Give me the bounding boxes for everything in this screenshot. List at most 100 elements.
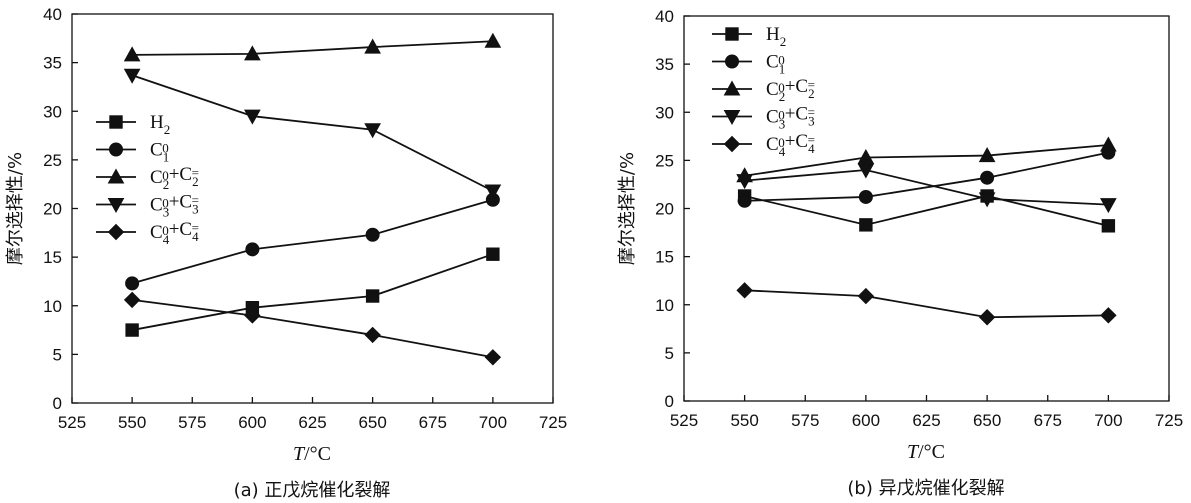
x-tick-label: 600 (852, 411, 880, 430)
y-tick-label: 10 (655, 296, 674, 315)
chart-panel-b: 525 550 575 600 625 650 675 700 725 0 5 10 15 20 25 30 3… (617, 7, 1183, 499)
series-4 (736, 282, 1117, 326)
data-point (365, 289, 380, 303)
data-point (978, 309, 996, 326)
x-tick-label: 625 (912, 411, 940, 430)
data-point (244, 45, 261, 61)
data-point (1101, 219, 1116, 233)
legend-label: H2 (766, 24, 786, 49)
legend-label: C30+C3= (766, 104, 815, 132)
x-tick-label: 650 (973, 411, 1001, 430)
y-tick-label: 20 (655, 200, 674, 219)
x-axis-title: T/°C (907, 441, 945, 463)
data-point (858, 189, 873, 204)
data-point (364, 123, 381, 139)
legend-label: C40+C4= (150, 219, 199, 247)
y-tick-label: 5 (665, 344, 674, 363)
series-2 (123, 32, 502, 62)
series-line (744, 195, 1109, 227)
series-line (744, 151, 1109, 202)
x-tick-label: 550 (118, 413, 146, 432)
data-point (123, 68, 141, 84)
y-tick-label: 40 (655, 7, 674, 26)
data-point (123, 46, 141, 62)
data-point (857, 148, 875, 164)
data-point (1100, 198, 1117, 214)
x-axis-title-variable: T (907, 441, 920, 463)
data-point (244, 109, 261, 125)
chart-caption: (b) 异戊烷催化裂解 (847, 478, 1004, 499)
data-point (364, 326, 381, 344)
x-tick-label: 525 (58, 413, 86, 432)
series-line (744, 289, 1109, 319)
y-tick-label: 35 (43, 54, 62, 73)
data-point (486, 247, 500, 261)
series-line (131, 74, 494, 192)
x-tick-label: 650 (358, 413, 386, 432)
x-tick-label: 550 (730, 411, 758, 430)
legend-label: C10 (766, 52, 785, 77)
x-axis-title-unit: /°C (304, 443, 331, 465)
data-point (737, 193, 752, 208)
data-point (736, 174, 753, 190)
plot-frame (71, 13, 554, 404)
legend-marker (723, 135, 741, 153)
series-line (131, 198, 494, 285)
y-tick-label: 15 (43, 248, 62, 267)
data-point (484, 32, 502, 48)
y-tick-label: 20 (43, 200, 62, 219)
legend-marker (109, 142, 123, 157)
series-1 (125, 192, 500, 291)
chart-panel-a: 525 550 575 600 625 650 675 700 725 0 5 10 15 20 25 30 3… (5, 5, 567, 501)
legend-marker (723, 110, 741, 126)
data-point (736, 282, 753, 299)
legend-label: C20+C2= (150, 164, 199, 192)
series-line (131, 253, 494, 331)
data-point (484, 349, 502, 366)
x-tick-label: 625 (298, 413, 326, 432)
data-point (245, 242, 260, 257)
y-axis-title: 摩尔选择性/% (617, 152, 638, 265)
x-tick-label: 675 (419, 413, 447, 432)
x-tick-label: 575 (791, 411, 819, 430)
y-tick-label: 5 (53, 345, 62, 364)
y-tick-label: 10 (43, 297, 62, 316)
series-4 (123, 291, 502, 366)
data-point (857, 163, 875, 179)
data-point (484, 184, 502, 200)
legend-marker (723, 80, 741, 96)
data-point (125, 323, 139, 337)
y-tick-label: 0 (665, 392, 674, 411)
legend-marker (725, 54, 739, 69)
x-tick-label: 725 (1155, 411, 1183, 430)
data-point (365, 227, 380, 242)
series-line (744, 144, 1109, 177)
series-0 (125, 247, 500, 337)
series-line (132, 40, 493, 56)
x-tick-label: 525 (670, 411, 698, 430)
series-3 (123, 68, 502, 200)
y-tick-label: 15 (655, 248, 674, 267)
legend-marker (109, 115, 123, 129)
y-tick-label: 25 (655, 151, 674, 170)
data-point (244, 307, 261, 324)
series-line (132, 299, 494, 359)
x-axis-title: T/°C (293, 443, 331, 465)
data-point (859, 218, 873, 232)
legend-marker (107, 223, 125, 241)
legend-marker (107, 198, 125, 214)
data-point (978, 192, 996, 208)
x-tick-label: 600 (238, 413, 266, 432)
data-point (1100, 136, 1117, 152)
legend-label: C20+C2= (766, 76, 815, 104)
legend-label: C10 (150, 140, 169, 165)
x-tick-label: 575 (178, 413, 206, 432)
data-point (123, 291, 141, 309)
legend-marker (725, 27, 739, 41)
plot-frame (683, 15, 1170, 402)
legend-label: C40+C4= (766, 131, 815, 159)
y-tick-label: 35 (655, 55, 674, 74)
series-1 (737, 145, 1116, 208)
